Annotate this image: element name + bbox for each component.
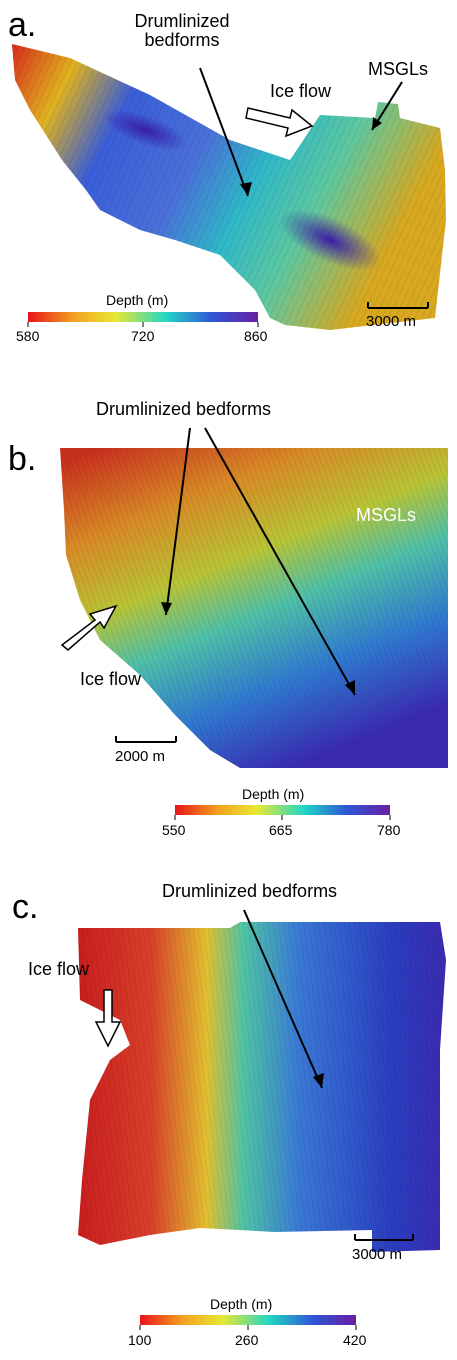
bedforms-label-b: Drumlinized bedforms xyxy=(96,399,272,419)
colorbar-a xyxy=(28,312,258,322)
colorbar-tick-c-1: 260 xyxy=(235,1332,259,1348)
bedforms-pointer-b-2 xyxy=(204,427,356,696)
colorbar-tick-a-1: 720 xyxy=(131,328,155,344)
colorbar-tick-c-2: 420 xyxy=(343,1332,367,1348)
ice-flow-arrow-icon xyxy=(245,107,314,138)
ice-flow-arrow-icon xyxy=(94,989,122,1048)
scale-bar-label-a: 3000 m xyxy=(366,313,417,330)
panel-letter-c: c. xyxy=(12,888,39,926)
colorbar-b xyxy=(175,805,390,815)
panel-letter-b: b. xyxy=(8,440,37,478)
ice-flow-arrow-icon xyxy=(60,604,118,651)
colorbar-title-b: Depth (m) xyxy=(242,786,305,802)
bedforms-label-c: Drumlinized bedforms xyxy=(162,881,338,901)
colorbar-c xyxy=(140,1315,356,1325)
colorbar-title-c: Depth (m) xyxy=(210,1296,273,1312)
colorbar-tick-b-1: 665 xyxy=(269,822,293,838)
colorbar-tick-b-0: 550 xyxy=(162,822,186,838)
colorbar-tick-a-2: 860 xyxy=(244,328,268,344)
colorbar-tick-b-2: 780 xyxy=(377,822,401,838)
colorbar-tick-a-0: 580 xyxy=(16,328,40,344)
bathymetry-map-c xyxy=(78,909,446,1330)
scale-bar-label-c: 3000 m xyxy=(352,1246,403,1263)
panel-letter-a: a. xyxy=(8,6,37,44)
bedforms-label-a: Drumlinized bedforms xyxy=(134,11,230,50)
colorbar-tick-c-0: 100 xyxy=(128,1332,152,1348)
msgl-label-b: MSGLs xyxy=(356,505,417,525)
bedforms-pointer-a xyxy=(199,67,249,197)
colorbar-title-a: Depth (m) xyxy=(106,292,169,308)
panel-b: b. Drumlinized bedforms MSGLs Ice flow 2… xyxy=(0,370,457,850)
bathymetry-map-a xyxy=(12,44,446,330)
bathymetry-map-b xyxy=(60,427,448,820)
scale-bar-label-b: 2000 m xyxy=(115,748,166,765)
bedforms-pointer-b-1 xyxy=(165,427,191,616)
bedforms-pointer-c xyxy=(243,909,323,1089)
ice-flow-label-a: Ice flow xyxy=(270,81,332,101)
panel-a: a. Drumlinized bedforms MSGLs Ice flow 3… xyxy=(0,0,457,370)
ice-flow-label-b: Ice flow xyxy=(80,669,142,689)
msgl-label-a: MSGLs xyxy=(368,59,429,79)
panel-c: c. Drumlinized bedforms Ice flow 3000 m … xyxy=(0,850,457,1360)
ice-flow-label-c: Ice flow xyxy=(28,959,90,979)
